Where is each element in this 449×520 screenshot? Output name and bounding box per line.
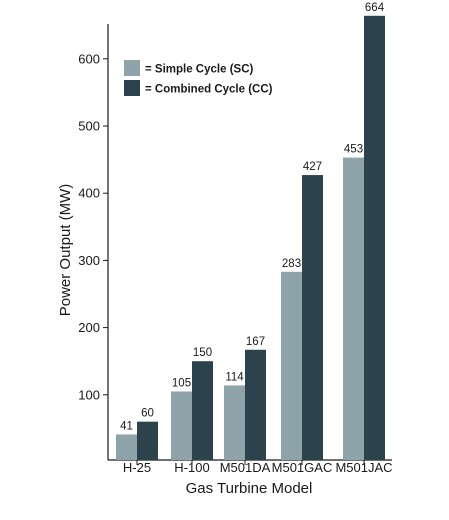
x-tick-label: M501GAC xyxy=(272,460,333,475)
y-tick-label: 100 xyxy=(78,387,100,402)
x-axis-title: Gas Turbine Model xyxy=(186,480,313,497)
y-tick-label: 300 xyxy=(78,253,100,268)
y-tick-label: 200 xyxy=(78,320,100,335)
sc-bar-m501da xyxy=(224,385,245,460)
sc-bar-h-100 xyxy=(171,391,192,460)
y-axis-title: Power Output (MW) xyxy=(57,184,74,317)
axes: 100 200 300 400 500 600 H-25 H-100 M501DA M501GAC… xyxy=(78,24,393,475)
x-tick-label: H-100 xyxy=(174,460,209,475)
sc-data-label: 453 xyxy=(344,144,363,156)
sc-data-label: 283 xyxy=(282,258,301,270)
cc-bar-h-25 xyxy=(137,421,158,460)
cc-data-label: 427 xyxy=(303,161,322,173)
cc-data-label: 150 xyxy=(193,347,212,359)
legend-swatch-cc xyxy=(124,80,140,96)
legend: = Simple Cycle (SC) = Combined Cycle (CC) xyxy=(124,60,273,96)
y-tick-label: 600 xyxy=(78,51,100,66)
cc-data-label: 167 xyxy=(246,336,265,348)
sc-data-label: 105 xyxy=(172,377,191,389)
x-tick-label: M501DA xyxy=(220,460,271,475)
legend-label-cc: = Combined Cycle (CC) xyxy=(145,84,273,96)
sc-data-label: 41 xyxy=(120,420,133,432)
x-tick-label: M501JAC xyxy=(335,460,392,475)
y-tick-label: 500 xyxy=(78,119,100,134)
legend-swatch-sc xyxy=(124,60,140,76)
cc-data-label: 60 xyxy=(141,408,154,420)
y-tick-label: 400 xyxy=(78,186,100,201)
sc-bar-m501gac xyxy=(281,271,302,460)
cc-data-label: 664 xyxy=(365,2,385,14)
cc-bar-m501jac xyxy=(364,15,385,461)
cc-bar-h-100 xyxy=(192,361,213,460)
sc-bar-m501jac xyxy=(343,157,364,461)
sc-bar-h-25 xyxy=(116,434,137,460)
x-tick-label: H-25 xyxy=(123,460,151,475)
bars: 41 60 105 150 114 167 283 427 453 664 xyxy=(116,2,385,461)
sc-data-label: 114 xyxy=(225,371,244,383)
legend-label-sc: = Simple Cycle (SC) xyxy=(145,64,253,76)
cc-bar-m501da xyxy=(245,349,266,460)
cc-bar-m501gac xyxy=(302,175,323,460)
